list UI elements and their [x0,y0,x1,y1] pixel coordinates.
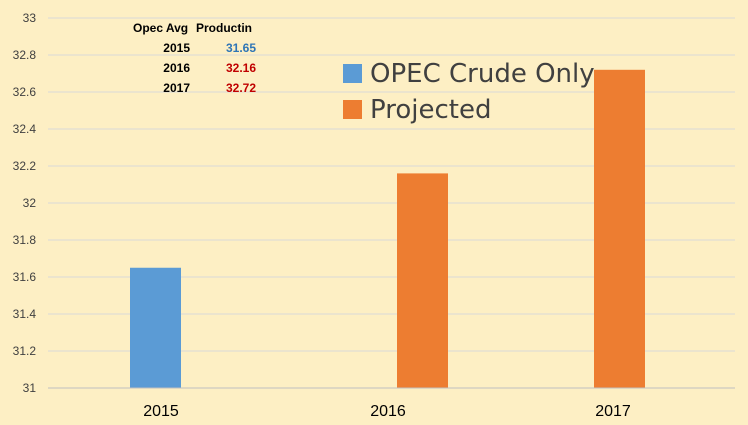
table-value: 31.65 [226,41,256,55]
x-tick-label: 2017 [595,403,631,420]
bar-opec-crude-only-2015 [130,267,181,388]
y-tick-label: 32.8 [13,48,37,62]
table-header-label: Opec Avg [133,21,188,35]
y-tick-label: 33 [23,11,37,25]
y-tick-label: 31.8 [13,233,37,247]
table-year: 2015 [163,41,190,55]
legend-swatch [343,100,362,119]
legend-swatch [343,64,362,83]
table-value: 32.16 [226,61,256,75]
table-year: 2017 [163,81,190,95]
table-year: 2016 [163,61,190,75]
y-tick-label: 32 [23,196,37,210]
bar-projected-2016 [397,173,448,388]
x-tick-label: 2015 [143,403,179,420]
table-header-label: Productin [196,21,252,35]
legend-label: Projected [370,95,491,125]
legend-label: OPEC Crude Only [370,59,595,89]
y-tick-label: 32.2 [13,159,37,173]
x-tick-label: 2016 [370,403,406,420]
y-tick-label: 32.4 [13,122,37,136]
y-tick-label: 31 [23,381,37,395]
y-tick-label: 31.2 [13,344,37,358]
table-value: 32.72 [226,81,256,95]
y-tick-label: 32.6 [13,85,37,99]
y-tick-label: 31.6 [13,270,37,284]
y-tick-label: 31.4 [13,307,37,321]
bar-projected-2017 [594,69,645,389]
